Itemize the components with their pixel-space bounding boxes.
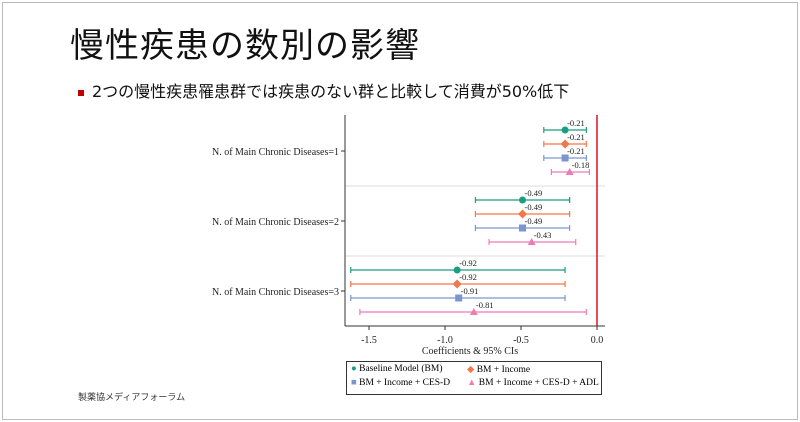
data-label: -0.49 xyxy=(525,216,543,226)
bullet-point: 2つの慢性疾患罹患群では疾患のない群と比較して消費が50%低下 xyxy=(78,78,569,102)
point-square xyxy=(519,224,527,232)
point-square xyxy=(561,154,569,162)
point-circle xyxy=(561,126,569,134)
point-circle xyxy=(519,196,527,204)
data-label: -0.81 xyxy=(476,300,494,310)
legend: ● Baseline Model (BM) ◆ BM + Income ■ BM… xyxy=(346,361,602,395)
legend-circle-icon: ● xyxy=(351,364,357,374)
data-label: -0.21 xyxy=(567,132,585,142)
x-axis-label: Coefficients & 95% CIs xyxy=(422,346,518,357)
legend-label: BM + Income xyxy=(476,365,531,375)
data-label: -0.92 xyxy=(459,258,477,268)
point-diamond xyxy=(518,209,528,219)
legend-label: BM + Income + CES-D + ADL xyxy=(478,378,599,388)
legend-square-icon: ■ xyxy=(351,378,357,388)
category-label: N. of Main Chronic Diseases=3 xyxy=(212,287,339,298)
x-tick-label: -1.0 xyxy=(437,335,453,346)
slide-title: 慢性疾患の数別の影響 xyxy=(70,26,420,66)
legend-diamond-icon: ◆ xyxy=(467,365,475,375)
category-label: N. of Main Chronic Diseases=2 xyxy=(212,217,339,228)
x-tick-label: -1.5 xyxy=(361,335,377,346)
point-circle xyxy=(453,266,461,274)
data-label: -0.91 xyxy=(461,286,479,296)
legend-item-income: ◆ BM + Income xyxy=(467,364,530,375)
point-triangle xyxy=(565,168,574,175)
point-triangle xyxy=(469,308,478,315)
data-label: -0.21 xyxy=(567,118,585,128)
x-tick-label: -0.5 xyxy=(513,335,529,346)
bullet-marker-icon xyxy=(78,89,84,96)
x-tick-label: 0.0 xyxy=(591,335,604,346)
category-label: N. of Main Chronic Diseases=1 xyxy=(212,147,339,158)
point-diamond xyxy=(560,139,570,149)
data-label: -0.18 xyxy=(572,160,590,170)
legend-label: BM + Income + CES-D xyxy=(359,378,451,388)
bullet-text: 2つの慢性疾患罹患群では疾患のない群と比較して消費が50%低下 xyxy=(92,82,570,101)
legend-item-cesd: ■ BM + Income + CES-D xyxy=(351,378,450,388)
data-label: -0.21 xyxy=(567,146,585,156)
footer-text: 製薬協メディアフォーラム xyxy=(78,393,186,403)
legend-label: Baseline Model (BM) xyxy=(359,364,443,374)
legend-item-adl: ▲ BM + Income + CES-D + ADL xyxy=(467,378,599,388)
data-label: -0.43 xyxy=(534,230,552,240)
point-square xyxy=(455,294,463,302)
legend-item-baseline: ● Baseline Model (BM) xyxy=(351,364,443,374)
legend-triangle-icon: ▲ xyxy=(467,378,477,388)
point-triangle xyxy=(527,238,536,245)
data-label: -0.49 xyxy=(525,188,543,198)
data-label: -0.92 xyxy=(459,272,477,282)
point-diamond xyxy=(452,279,462,289)
data-label: -0.49 xyxy=(525,202,543,212)
